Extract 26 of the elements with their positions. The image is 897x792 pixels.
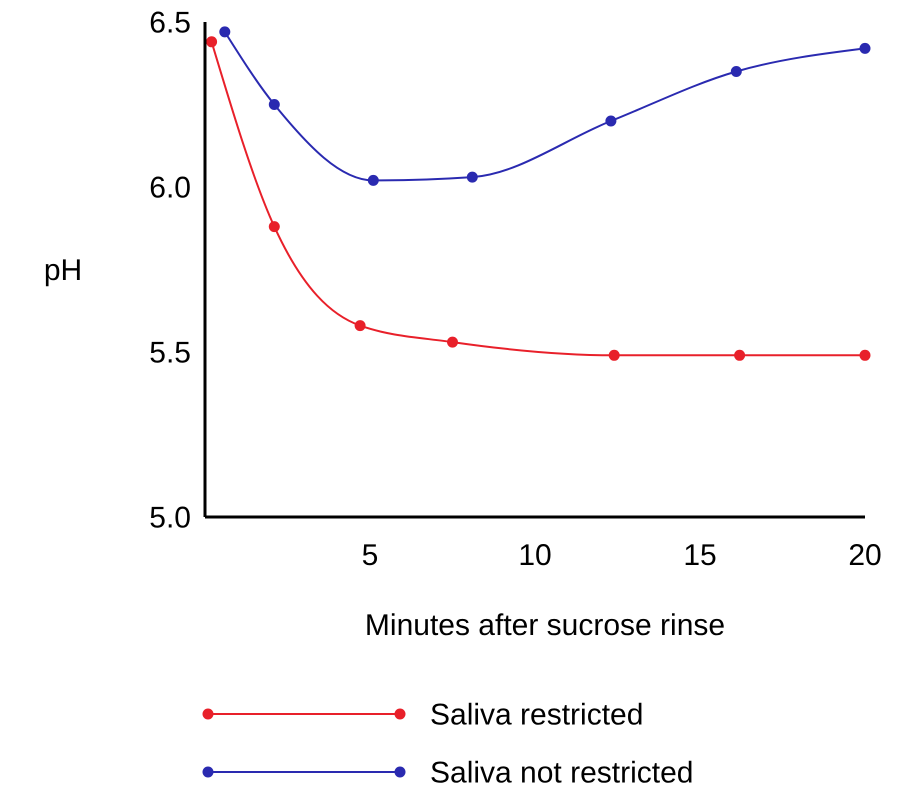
y-axis-title: pH [44,254,82,287]
point [466,172,478,183]
point [368,174,379,186]
x-tick-label: 15 [683,539,717,572]
point [206,36,218,48]
point [268,221,280,232]
point [860,42,870,54]
point [447,336,458,348]
y-tick-label: 6.0 [149,172,191,204]
y-tick-label: 5.0 [149,502,191,534]
legend-label: Saliva restricted [430,698,644,732]
legend-label: Saliva not restricted [430,756,694,790]
y-tick-label: 6.5 [149,6,191,40]
point [730,66,742,77]
point [734,350,746,361]
point [268,99,280,110]
x-axis-title: Minutes after sucrose rinse [364,609,726,642]
point [860,350,870,361]
point [354,320,366,332]
x-tick-label: 10 [518,539,552,572]
point [608,350,620,361]
point [605,116,616,126]
point [219,26,230,38]
x-tick-label: 5 [362,539,378,572]
y-tick-label: 5.5 [149,336,191,370]
x-tick-label: 20 [848,539,882,572]
